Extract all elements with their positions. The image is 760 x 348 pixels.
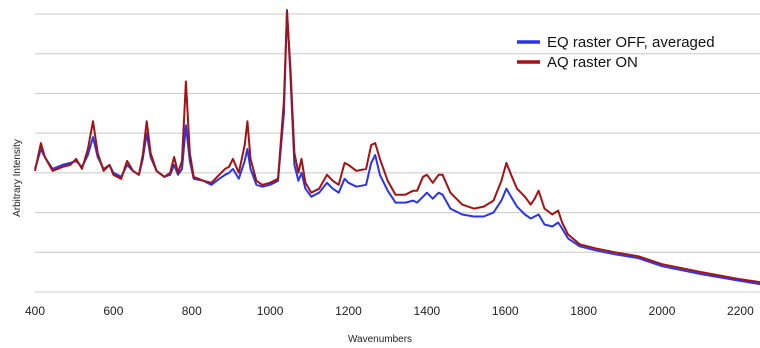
x-tick-label-1600: 1600 — [492, 304, 519, 318]
legend-label-series-0: EQ raster OFF, averaged — [547, 34, 715, 51]
x-tick-label-1800: 1800 — [570, 304, 597, 318]
x-tick-label-2000: 2000 — [649, 304, 676, 318]
x-tick-label-2200: 2200 — [727, 304, 754, 318]
series-line-1 — [34, 11, 760, 284]
x-tick-label-800: 800 — [182, 304, 202, 318]
series-lines — [34, 9, 760, 286]
x-tick-label-1000: 1000 — [257, 304, 284, 318]
legend-label-series-1: AQ raster ON — [547, 54, 638, 71]
legend: EQ raster OFF, averaged AQ raster ON — [517, 34, 715, 71]
x-tick-label-600: 600 — [103, 304, 123, 318]
x-axis-title: Wavenumbers — [348, 334, 412, 345]
x-tick-label-400: 400 — [25, 304, 45, 318]
gridlines — [35, 13, 760, 253]
x-tick-label-1200: 1200 — [335, 304, 362, 318]
x-tick-label-1400: 1400 — [414, 304, 441, 318]
y-axis-title: Arbitrary Intensity — [12, 139, 23, 217]
x-tick-labels: 400 600 800 1000 1200 1400 1600 1800 2000 2200 — [25, 304, 754, 318]
